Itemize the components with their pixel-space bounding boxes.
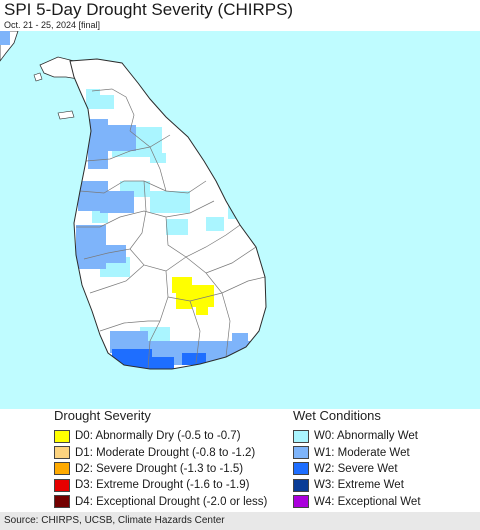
island-small	[33, 72, 43, 82]
legend-item-d0: D0: Abnormally Dry (-0.5 to -0.7)	[54, 428, 267, 444]
wet-legend-heading: Wet Conditions	[293, 408, 381, 423]
legend-item-d1: D1: Moderate Drought (-0.8 to -1.2)	[54, 444, 267, 460]
legend-label-w2: W2: Severe Wet	[314, 462, 398, 475]
source-footer: Source: CHIRPS, UCSB, Climate Hazards Ce…	[0, 512, 480, 530]
mannar-island	[57, 110, 75, 120]
legend-item-d2: D2: Severe Drought (-1.3 to -1.5)	[54, 461, 267, 477]
d1-swatch	[54, 446, 70, 460]
legend-label-w4: W4: Exceptional Wet	[314, 495, 421, 508]
d0-area	[172, 277, 214, 315]
legend-label-d4: D4: Exceptional Drought (-2.0 or less)	[75, 495, 268, 508]
w0-swatch	[293, 429, 309, 443]
drought-legend: Drought Severity D0: Abnormally Dry (-0.…	[54, 408, 267, 510]
india-wet-patch	[0, 31, 10, 45]
legend-label-d3: D3: Extreme Drought (-1.6 to -1.9)	[75, 479, 250, 492]
legend-item-w4: W4: Exceptional Wet	[293, 494, 421, 510]
w4-swatch	[293, 495, 309, 509]
legend-item-w2: W2: Severe Wet	[293, 461, 421, 477]
d0-swatch	[54, 429, 70, 443]
drought-legend-heading: Drought Severity	[54, 408, 151, 423]
wet-legend: Wet Conditions W0: Abnormally Wet W1: Mo…	[293, 408, 421, 510]
map-subtitle: Oct. 21 - 25, 2024 [final]	[4, 20, 101, 30]
drought-map	[0, 31, 480, 409]
d4-swatch	[54, 495, 70, 509]
legend-label-d2: D2: Severe Drought (-1.3 to -1.5)	[75, 462, 244, 475]
legend-label-w3: W3: Extreme Wet	[314, 479, 404, 492]
legend-item-d4: D4: Exceptional Drought (-2.0 or less)	[54, 494, 267, 510]
district-boundaries	[76, 88, 266, 370]
w1-swatch	[293, 446, 309, 460]
w2-swatch	[293, 462, 309, 476]
legend-item-w3: W3: Extreme Wet	[293, 477, 421, 493]
legend-label-w0: W0: Abnormally Wet	[314, 430, 418, 443]
ocean	[0, 31, 480, 409]
legend-label-w1: W1: Moderate Wet	[314, 446, 410, 459]
d3-swatch	[54, 478, 70, 492]
w3-swatch	[293, 478, 309, 492]
sri-lanka-landmass	[69, 58, 267, 370]
map-title: SPI 5-Day Drought Severity (CHIRPS)	[4, 0, 294, 19]
d2-swatch	[54, 462, 70, 476]
legend-item-w1: W1: Moderate Wet	[293, 444, 421, 460]
legend-item-d3: D3: Extreme Drought (-1.6 to -1.9)	[54, 477, 267, 493]
legend-label-d0: D0: Abnormally Dry (-0.5 to -0.7)	[75, 430, 241, 443]
legend-item-w0: W0: Abnormally Wet	[293, 428, 421, 444]
w1-area	[76, 119, 250, 365]
legend-label-d1: D1: Moderate Drought (-0.8 to -1.2)	[75, 446, 256, 459]
